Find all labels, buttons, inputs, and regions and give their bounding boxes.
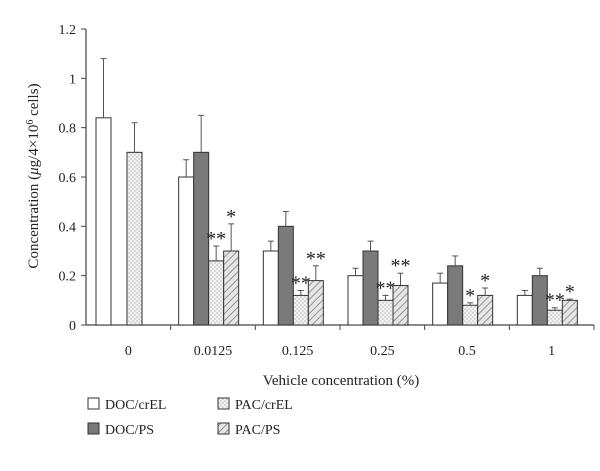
legend-label-pac-crel: PAC/crEL — [235, 398, 293, 413]
y-tick-label: 0.4 — [59, 220, 77, 235]
y-axis-title-part-2: g/4×10 — [26, 125, 42, 168]
x-tick-label: 1 — [548, 344, 555, 359]
bar-pac-crel — [126, 151, 143, 326]
y-tick-label: 1 — [69, 72, 76, 87]
x-axis-title: Vehicle concentration (%) — [263, 373, 420, 389]
bar-pac-ps — [307, 280, 324, 326]
legend-label-doc-ps: DOC/PS — [105, 423, 154, 438]
plot-area: 00.20.40.60.811.20 0.0125 0.125 0.25 0.5 1***… — [59, 23, 595, 359]
y-tick-label: 0.6 — [59, 171, 77, 186]
significance-marker: * — [480, 270, 490, 292]
svg-text:Concentration (μg/4×106 cells): Concentration (μg/4×106 cells) — [25, 83, 43, 268]
legend-label-pac-ps: PAC/PS — [235, 423, 280, 438]
bar-pac-crel — [208, 260, 225, 326]
bar-doc-crel — [262, 250, 279, 326]
bar-pac-ps — [561, 299, 578, 326]
y-axis-title: Concentration (μg/4×106 cells) — [25, 83, 43, 268]
y-tick-label: 1.2 — [59, 23, 77, 38]
significance-marker: * — [565, 281, 575, 303]
y-tick-label: 0 — [69, 319, 76, 334]
bar-doc-crel — [432, 282, 449, 326]
significance-marker: * — [226, 206, 236, 228]
bar-pac-ps — [477, 294, 494, 326]
significance-marker: ** — [206, 228, 226, 250]
bar-doc-crel — [178, 176, 195, 326]
bar-pac-ps — [392, 285, 409, 326]
significance-marker: ** — [291, 272, 311, 294]
legend: DOC/crEL DOC/PS PAC/crEL PAC/PS — [87, 397, 293, 438]
significance-marker: ** — [545, 290, 565, 312]
x-tick-label: 0.5 — [458, 344, 476, 359]
y-axis-title-part-3: cells) — [26, 83, 42, 119]
bar-doc-ps — [447, 265, 464, 326]
bar-doc-crel — [95, 117, 112, 326]
significance-marker: ** — [391, 255, 411, 277]
bar-pac-crel — [546, 309, 563, 326]
bar-pac-crel — [377, 299, 394, 326]
significance-marker: ** — [376, 277, 396, 299]
bar-pac-crel — [292, 294, 309, 326]
legend-swatch-doc-ps — [87, 422, 100, 435]
significance-marker: ** — [306, 248, 326, 270]
bar-pac-ps — [223, 250, 240, 326]
x-tick-label: 0.25 — [370, 344, 395, 359]
y-tick-label: 0.8 — [59, 122, 77, 137]
y-axis-title-mu: μ — [26, 167, 42, 176]
x-tick-label: 0 — [125, 344, 132, 359]
x-tick-label: 0.0125 — [194, 344, 233, 359]
bar-doc-crel — [516, 294, 533, 326]
y-axis-title-exponent: 6 — [25, 120, 36, 125]
significance-marker: * — [465, 285, 475, 307]
legend-label-doc-crel: DOC/crEL — [105, 398, 166, 413]
legend-swatch-pac-crel — [217, 397, 230, 410]
legend-swatch-pac-ps — [217, 422, 230, 435]
legend-swatch-doc-crel — [87, 397, 100, 410]
y-tick-label: 0.2 — [59, 270, 77, 285]
bar-pac-crel — [462, 304, 479, 326]
y-axis-title-part-1: Concentration ( — [26, 175, 42, 269]
x-tick-label: 0.125 — [282, 344, 314, 359]
bar-doc-crel — [347, 275, 364, 326]
